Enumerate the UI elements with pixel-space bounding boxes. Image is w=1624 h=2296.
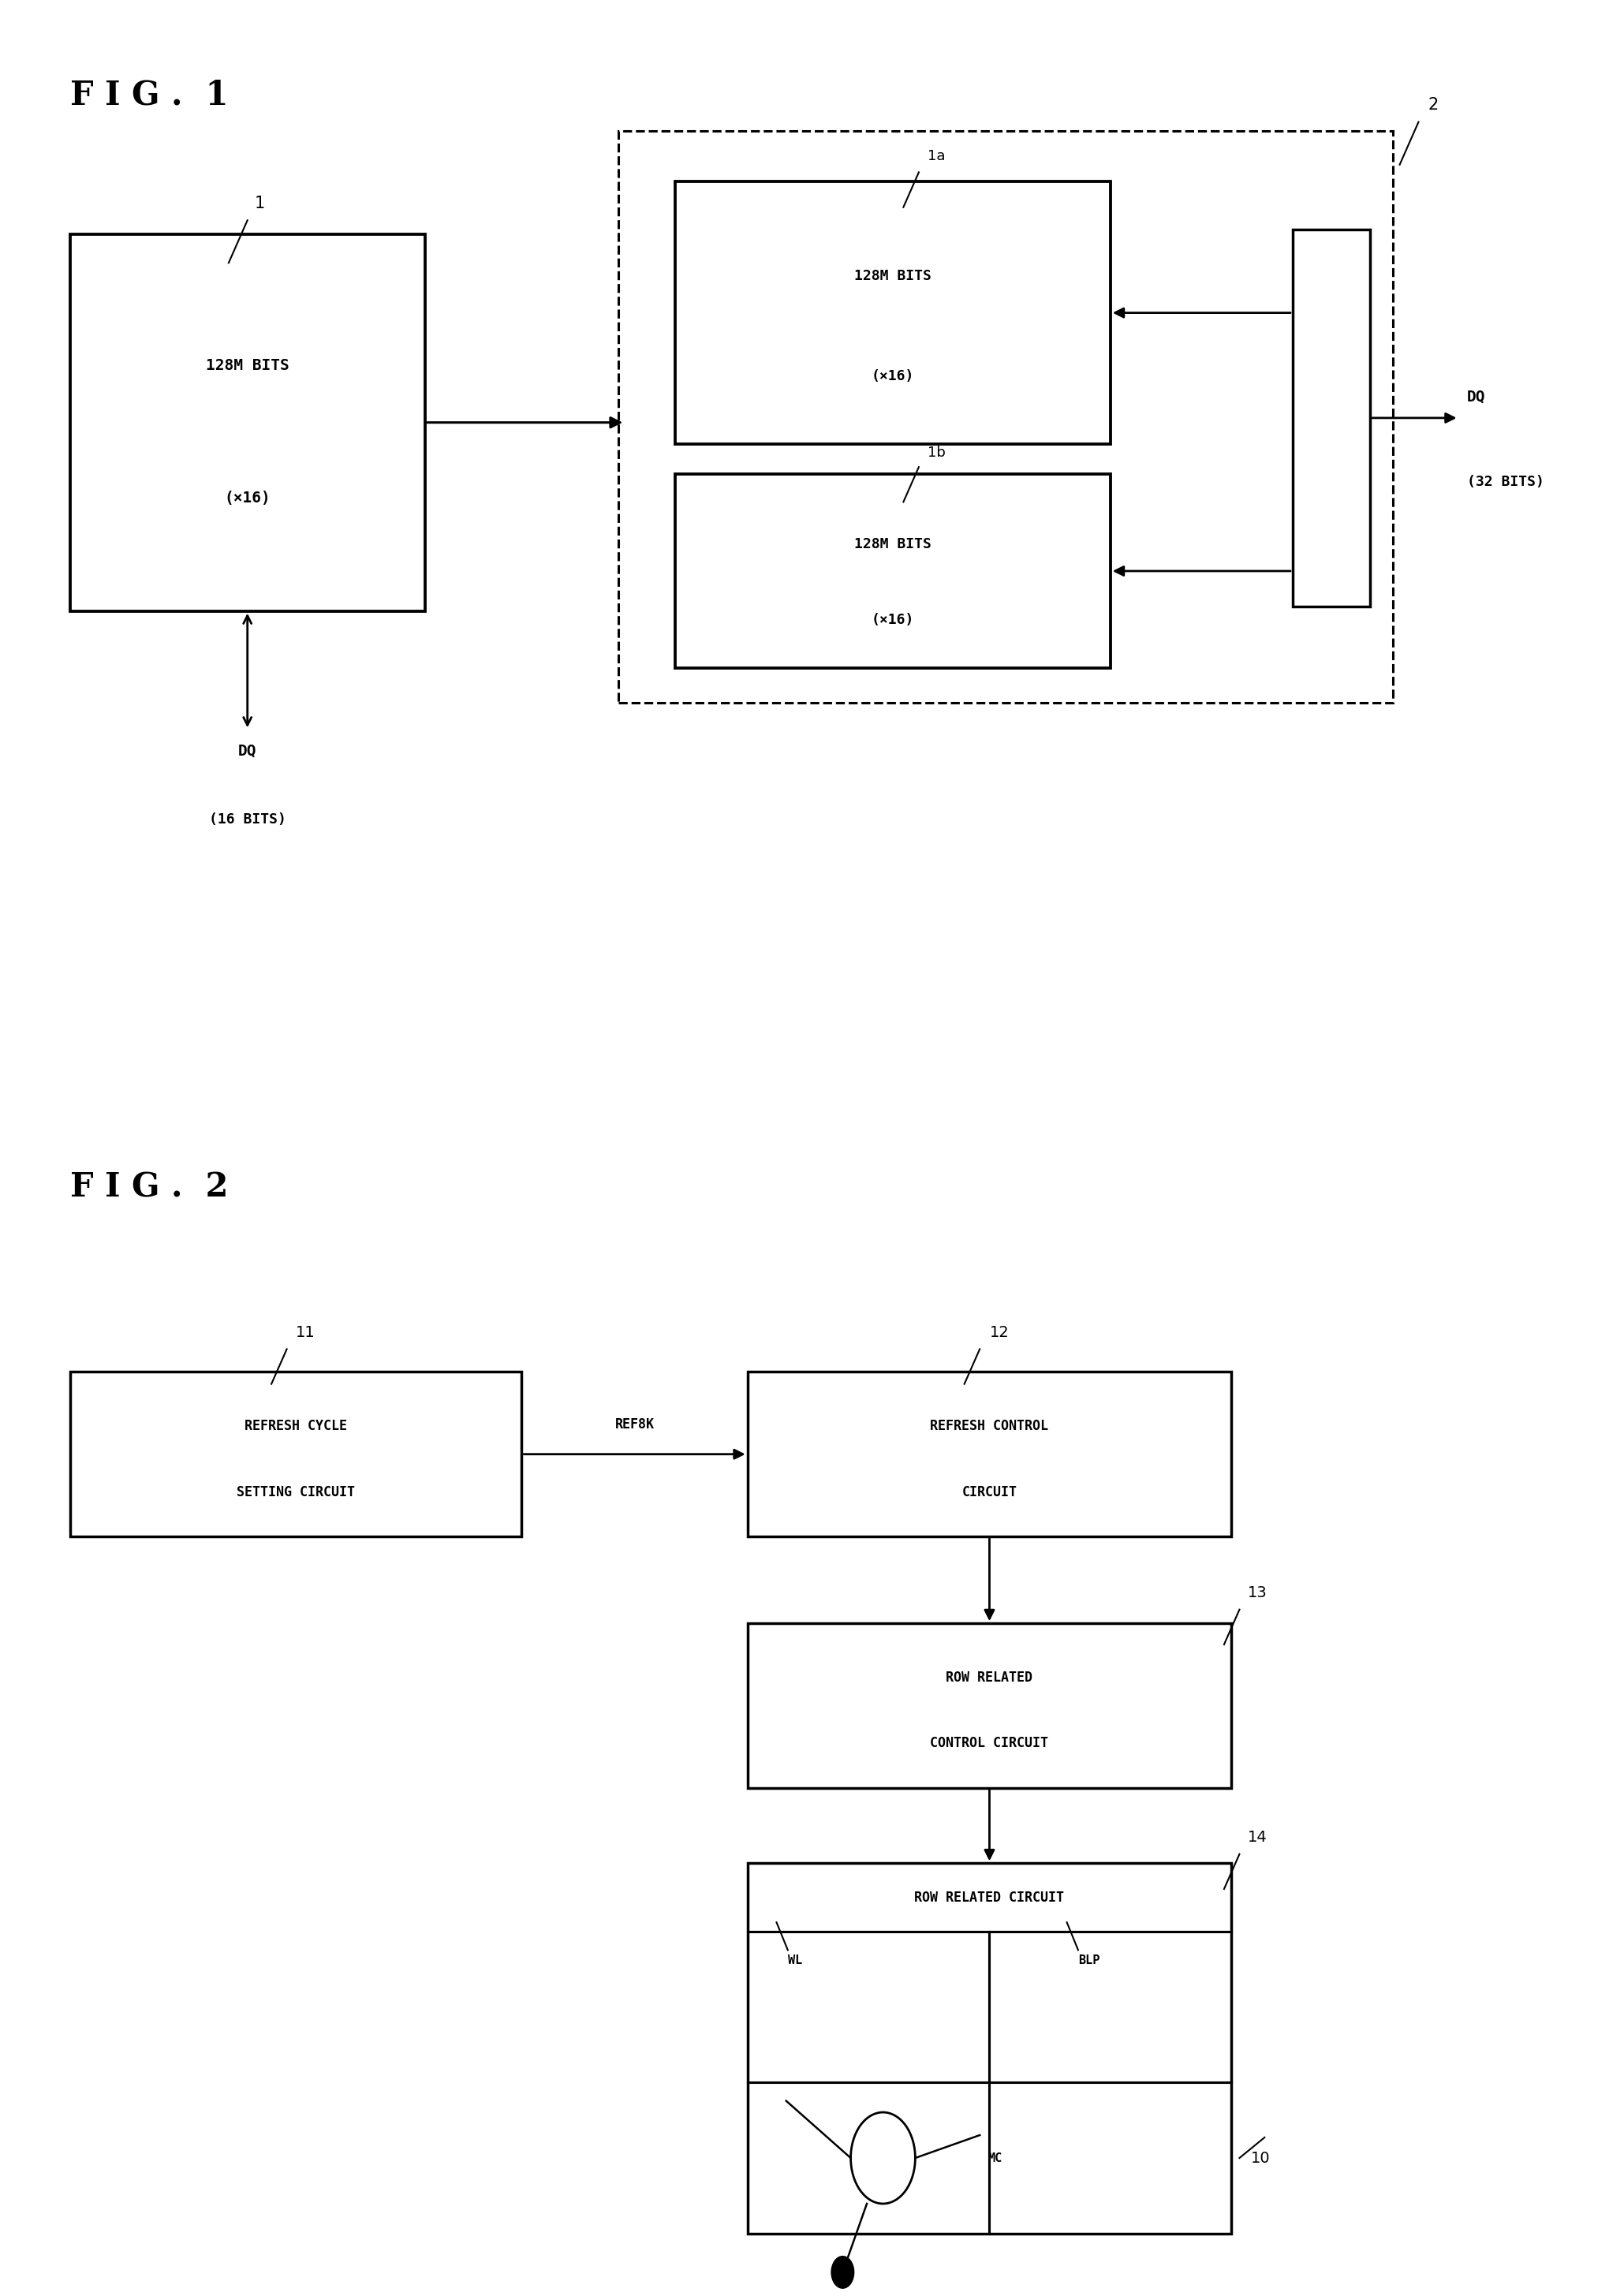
Text: (16 BITS): (16 BITS) [209,813,286,827]
Text: CIRCUIT: CIRCUIT [961,1486,1017,1499]
FancyBboxPatch shape [70,1373,521,1536]
Text: 14: 14 [1247,1830,1267,1846]
Text: BLP: BLP [1078,1954,1099,1965]
Text: (×16): (×16) [870,370,914,383]
Text: F I G .  2: F I G . 2 [70,1171,227,1203]
Text: DQ: DQ [1466,390,1486,404]
Text: 128M BITS: 128M BITS [206,358,289,374]
Text: ROW RELATED CIRCUIT: ROW RELATED CIRCUIT [914,1890,1064,1906]
FancyBboxPatch shape [747,1864,1231,2234]
Text: 128M BITS: 128M BITS [854,537,931,551]
Text: 1b: 1b [927,445,945,459]
Text: 13: 13 [1247,1587,1267,1600]
Text: (×16): (×16) [224,491,271,505]
FancyBboxPatch shape [747,1623,1231,1789]
Text: REFRESH CYCLE: REFRESH CYCLE [245,1419,348,1433]
FancyBboxPatch shape [676,473,1111,668]
Circle shape [831,2257,854,2289]
Text: REFRESH CONTROL: REFRESH CONTROL [931,1419,1049,1433]
FancyBboxPatch shape [70,234,425,611]
Text: SETTING CIRCUIT: SETTING CIRCUIT [237,1486,356,1499]
Text: 2: 2 [1427,96,1439,113]
Text: 11: 11 [296,1325,315,1341]
Text: CONTROL CIRCUIT: CONTROL CIRCUIT [931,1736,1049,1750]
Text: (×16): (×16) [870,613,914,627]
Text: 1: 1 [255,195,265,211]
Text: 128M BITS: 128M BITS [854,269,931,282]
Text: WL: WL [788,1954,802,1965]
Text: ROW RELATED: ROW RELATED [947,1671,1033,1685]
Text: F I G .  1: F I G . 1 [70,78,227,113]
Text: REF8K: REF8K [615,1417,654,1430]
Text: (32 BITS): (32 BITS) [1466,475,1544,489]
FancyBboxPatch shape [1293,230,1371,606]
FancyBboxPatch shape [676,181,1111,443]
Text: DQ: DQ [239,744,257,758]
FancyBboxPatch shape [619,131,1393,703]
Text: 12: 12 [989,1325,1009,1341]
FancyBboxPatch shape [747,1373,1231,1536]
Text: MC: MC [987,2151,1002,2163]
Text: 10: 10 [1250,2151,1270,2165]
Text: 1a: 1a [927,149,945,163]
